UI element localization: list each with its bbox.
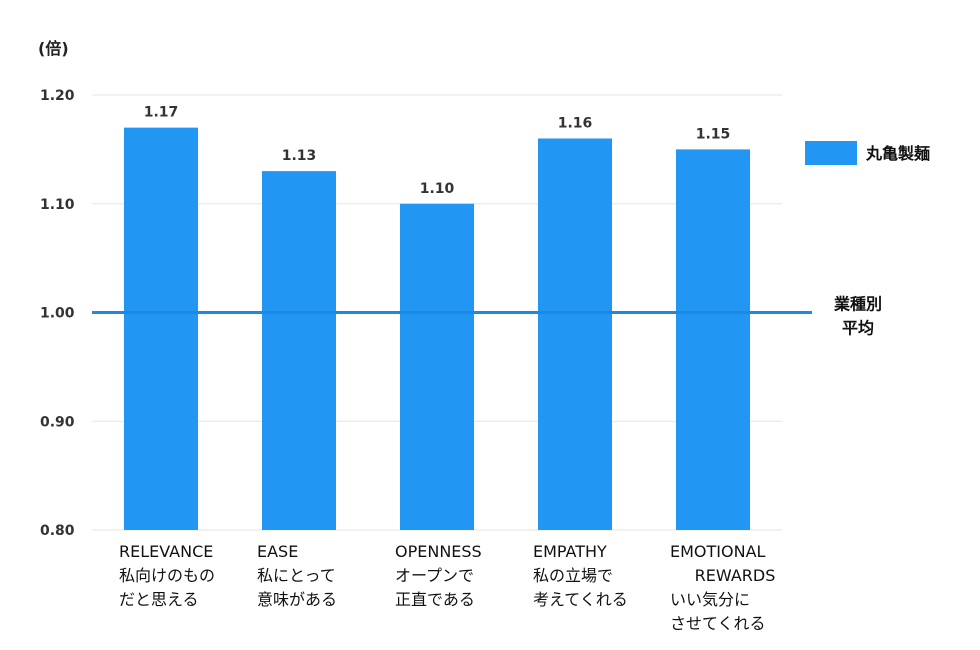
bar <box>538 138 612 530</box>
bar <box>262 171 336 530</box>
data-label: 1.17 <box>144 105 179 121</box>
data-label: 1.13 <box>282 148 317 164</box>
y-tick-label: 0.80 <box>40 523 75 539</box>
category-label: REWARDS <box>695 566 776 585</box>
labels: 0.80 0.90 1.00 1.10 1.20 1.17 1.13 1.10 1.16 1.15… <box>40 88 930 633</box>
bar <box>400 203 474 530</box>
category-label: 私の立場で <box>533 566 613 585</box>
category-label: いい気分に <box>670 590 750 609</box>
data-label: 1.16 <box>558 116 593 132</box>
category-label: だと思える <box>119 590 199 609</box>
bar <box>124 127 198 530</box>
y-tick-label: 1.20 <box>40 88 75 104</box>
category-label: 正直である <box>395 590 475 609</box>
category-label: RELEVANCE <box>119 542 213 561</box>
y-tick-label: 0.90 <box>40 414 75 430</box>
category-label: EASE <box>257 542 298 561</box>
category-label: EMPATHY <box>533 542 607 561</box>
reference-line-label: 平均 <box>842 319 874 338</box>
legend-swatch <box>805 141 857 165</box>
y-tick-label: 1.10 <box>40 197 75 213</box>
category-label: オープンで <box>395 566 474 585</box>
category-label: 私にとって <box>257 566 336 585</box>
reference-line-label: 業種別 <box>833 295 882 314</box>
bars <box>124 127 750 530</box>
legend-label: 丸亀製麺 <box>865 144 930 163</box>
bar <box>676 149 750 530</box>
data-label: 1.10 <box>420 181 455 197</box>
y-axis-unit: (倍) <box>38 39 69 58</box>
category-label: EMOTIONAL <box>670 542 766 561</box>
category-label: 考えてくれる <box>533 590 628 609</box>
category-label: 私向けのもの <box>119 566 215 585</box>
y-tick-label: 1.00 <box>40 306 75 322</box>
category-label: OPENNESS <box>395 542 482 561</box>
data-label: 1.15 <box>696 126 731 142</box>
category-label: 意味がある <box>257 590 337 609</box>
category-label: させてくれる <box>670 614 766 633</box>
